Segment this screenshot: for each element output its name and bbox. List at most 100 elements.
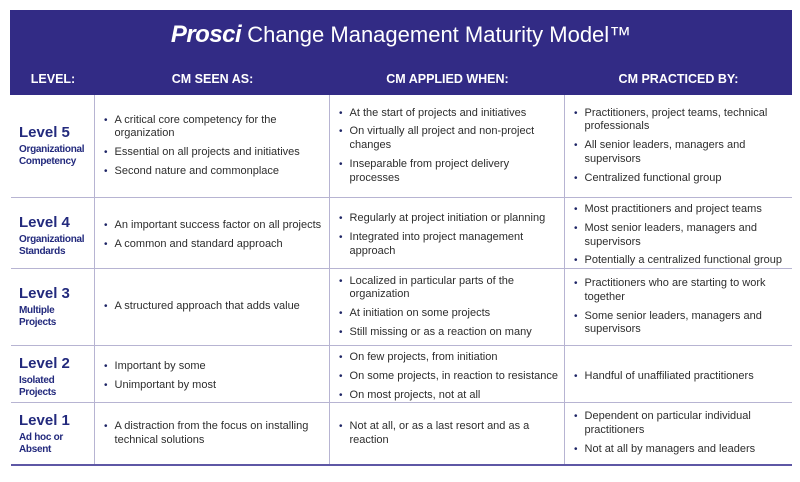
- bullet-text: On few projects, from initiation: [349, 351, 498, 363]
- bullet-item: • At initiation on some projects: [339, 307, 558, 321]
- column-header-practiced-by: CM PRACTICED BY:: [618, 72, 739, 86]
- bullet-icon: •: [104, 301, 108, 313]
- bullet-text: Dependent on particular individual pract…: [584, 410, 751, 437]
- bullet-list: • Practitioners who are starting to work …: [565, 272, 792, 342]
- bullet-list: • Regularly at project initiation or plan…: [330, 207, 564, 263]
- bullet-item: • A structured approach that adds value: [104, 300, 323, 314]
- level-sublabel: Ad hoc or Absent: [19, 431, 63, 455]
- bullet-icon: •: [574, 204, 578, 215]
- bullet-list: • Most practitioners and project teams • M…: [565, 198, 792, 273]
- column-header-seen-as: CM SEEN AS:: [171, 72, 254, 86]
- bullet-item: • Practitioners who are starting to work …: [574, 277, 786, 305]
- bullet-list: • Dependent on particular individual prac…: [565, 405, 792, 461]
- bullet-text: Practitioners, project teams, technical …: [584, 106, 768, 133]
- maturity-row-level-3: Level 3 Multiple Projects • A structured …: [11, 268, 792, 345]
- level-cell: Level 1 Ad hoc or Absent: [11, 403, 95, 464]
- bullet-item: • Most senior leaders, managers and super…: [574, 222, 786, 250]
- bullet-item: • On few projects, from initiation: [339, 351, 558, 365]
- maturity-row-level-4: Level 4 Organizational Standards • An imp…: [11, 197, 792, 273]
- bullet-text: A critical core competency for the organ…: [114, 113, 277, 140]
- bullet-text: Handful of unaffiliated practitioners: [584, 369, 754, 382]
- bullet-item: • Dependent on particular individual prac…: [574, 410, 786, 438]
- bullet-list: • At the start of projects and initiative…: [330, 102, 564, 191]
- bullet-text: Still missing or as a reaction on many: [349, 325, 532, 338]
- bullet-list: • A critical core competency for the orga…: [95, 109, 329, 184]
- bullet-text: A common and standard approach: [114, 238, 283, 250]
- maturity-row-level-2: Level 2 Isolated Projects • Important by …: [11, 345, 792, 408]
- bullet-item: • Regularly at project initiation or plan…: [339, 212, 558, 226]
- bullet-icon: •: [104, 147, 108, 158]
- bullet-icon: •: [104, 114, 108, 126]
- page-title: Prosci Change Management Maturity Model™: [10, 21, 792, 49]
- prosci-logo: Prosci: [170, 21, 242, 48]
- bullet-list: • A distraction from the focus on install…: [95, 415, 329, 453]
- bullet-text: On most projects, not at all: [349, 388, 481, 401]
- practiced-by-cell: • Most practitioners and project teams • M…: [565, 198, 792, 273]
- bullet-text: At initiation on some projects: [349, 307, 491, 319]
- column-header-row: LEVEL: CM SEEN AS: CM APPLIED WHEN: CM P…: [11, 72, 792, 86]
- bullet-list: • Handful of unaffiliated practitioners: [565, 365, 792, 389]
- bullet-text: Localized in particular parts of the org…: [349, 274, 514, 301]
- bullet-text: Unimportant by most: [114, 379, 216, 392]
- bullet-item: • Important by some: [104, 360, 323, 374]
- bullet-icon: •: [339, 308, 343, 319]
- level-sublabel: Organizational Competency: [19, 144, 85, 167]
- level-cell: Level 4 Organizational Standards: [11, 198, 95, 273]
- level-sublabel: Multiple Projects: [19, 305, 57, 328]
- bullet-text: On virtually all project and non-project…: [349, 125, 535, 152]
- bullet-list: • A structured approach that adds value: [95, 295, 329, 319]
- bullet-icon: •: [574, 107, 578, 119]
- bullet-text: At the start of projects and initiatives: [349, 106, 527, 119]
- bullet-item: • Not at all by managers and leaders: [574, 443, 786, 457]
- bullet-icon: •: [574, 255, 578, 267]
- bullet-icon: •: [574, 140, 578, 152]
- bullet-icon: •: [339, 158, 343, 170]
- bullet-icon: •: [339, 107, 343, 119]
- level-cell: Level 5 Organizational Competency: [11, 95, 95, 197]
- practiced-by-cell: • Dependent on particular individual prac…: [565, 403, 792, 464]
- bullet-item: • Still missing or as a reaction on many: [339, 326, 558, 340]
- practiced-by-cell: • Handful of unaffiliated practitioners: [565, 346, 792, 407]
- bullet-item: • Inseparable from project delivery proce…: [339, 158, 558, 186]
- bullet-item: • Most practitioners and project teams: [574, 203, 786, 217]
- bullet-icon: •: [104, 380, 108, 392]
- maturity-row-level-5: Level 5 Organizational Competency • A cri…: [11, 95, 792, 197]
- page-title-text: Change Management Maturity Model™: [247, 22, 632, 47]
- bullet-icon: •: [574, 443, 578, 455]
- bullet-icon: •: [574, 278, 578, 289]
- bullet-list: • On few projects, from initiation • On so…: [330, 346, 564, 407]
- practiced-by-cell: • Practitioners who are starting to work …: [565, 269, 792, 345]
- bullet-list: • Not at all, or as a last resort and as …: [330, 415, 564, 453]
- bullet-item: • A critical core competency for the orga…: [104, 114, 323, 142]
- bullet-icon: •: [339, 275, 343, 287]
- bullet-item: • Localized in particular parts of the or…: [339, 275, 558, 303]
- column-header-level: LEVEL:: [30, 72, 76, 86]
- bullet-list: • An important success factor on all proj…: [95, 214, 329, 257]
- level-sublabel: Organizational Standards: [19, 233, 85, 257]
- bullet-item: • On virtually all project and non-projec…: [339, 125, 558, 153]
- bullet-item: • Not at all, or as a last resort and as …: [339, 420, 558, 448]
- level-title: Level 5: [19, 124, 70, 141]
- column-header-applied-when: CM APPLIED WHEN:: [386, 72, 509, 86]
- applied-when-cell: • Not at all, or as a last resort and as …: [330, 403, 565, 464]
- bullet-icon: •: [339, 389, 343, 401]
- bullet-icon: •: [339, 126, 343, 138]
- bullet-text: Not at all, or as a last resort and as a…: [349, 419, 530, 446]
- bullet-text: Essential on all projects and initiative…: [114, 146, 300, 158]
- applied-when-cell: • On few projects, from initiation • On so…: [330, 346, 565, 408]
- bullet-item: • On most projects, not at all: [339, 389, 558, 403]
- level-title: Level 4: [19, 213, 70, 231]
- maturity-row-level-1: Level 1 Ad hoc or Absent • A distraction …: [11, 402, 792, 464]
- seen-as-cell: • A distraction from the focus on install…: [95, 403, 330, 464]
- bullet-text: Regularly at project initiation or plann…: [349, 212, 546, 225]
- bullet-item: • Integrated into project management appr…: [339, 231, 558, 259]
- bullet-list: • Important by some • Unimportant by most: [95, 355, 329, 398]
- bullet-text: On some projects, in reaction to resista…: [349, 369, 558, 382]
- bullet-icon: •: [339, 370, 343, 382]
- bullet-text: An important success factor on all proje…: [114, 219, 322, 232]
- applied-when-cell: • At the start of projects and initiative…: [330, 95, 565, 197]
- seen-as-cell: • Important by some • Unimportant by most: [95, 346, 330, 408]
- bullet-icon: •: [574, 411, 578, 423]
- applied-when-cell: • Localized in particular parts of the or…: [330, 269, 565, 345]
- level-title: Level 3: [19, 285, 70, 302]
